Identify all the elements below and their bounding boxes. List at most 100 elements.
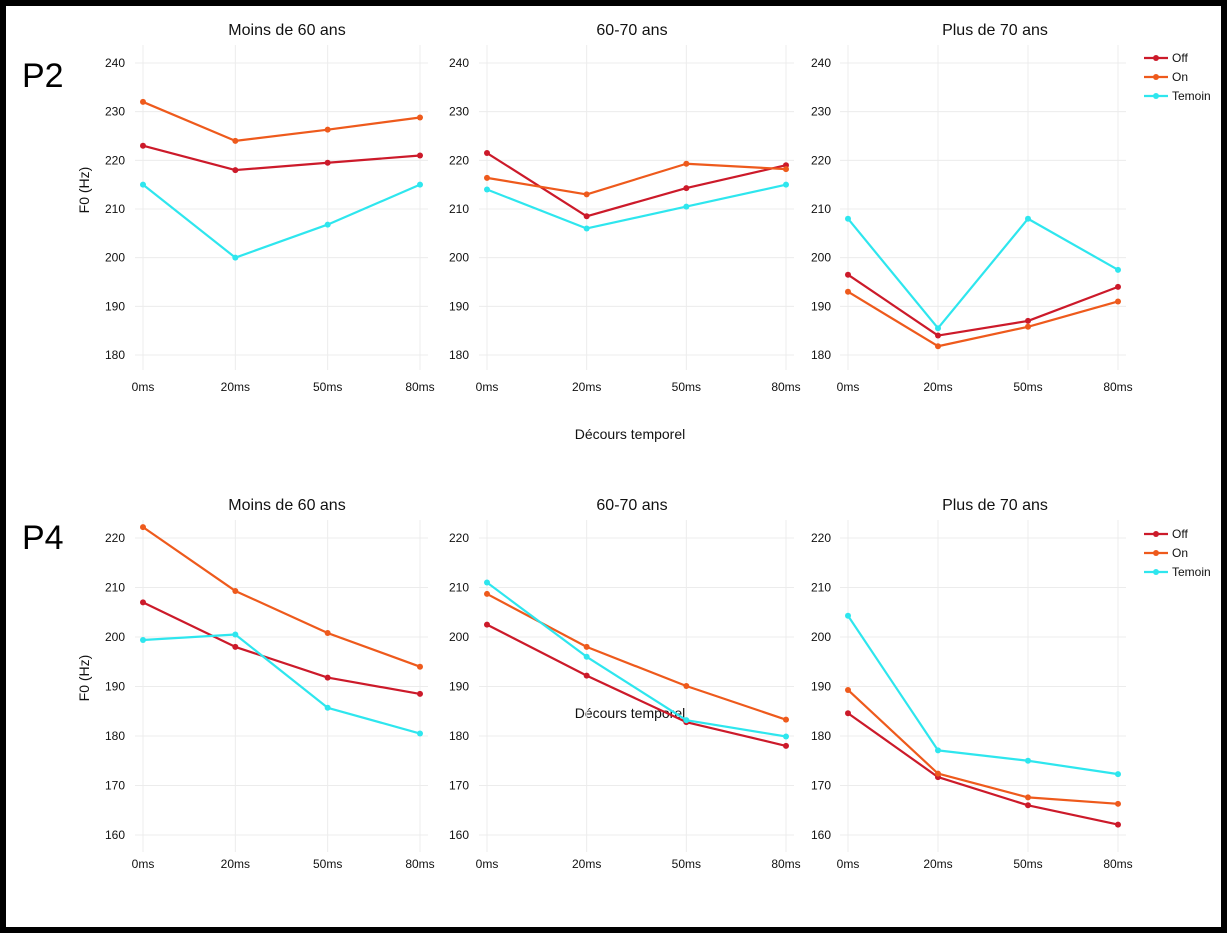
series-line-temoin bbox=[142, 183, 421, 259]
x-tick-label: 20ms bbox=[221, 380, 250, 394]
y-tick-label: 220 bbox=[449, 153, 469, 167]
y-tick-label: 180 bbox=[449, 729, 469, 743]
data-point-on bbox=[324, 126, 331, 133]
data-point-temoin bbox=[484, 186, 490, 193]
data-point-temoin bbox=[232, 631, 239, 638]
y-tick-label: 220 bbox=[105, 153, 125, 167]
figure-svg: 180 190 200 210 220 230 240 0ms 20ms 50ms 80ms Moin… bbox=[22, 22, 1211, 871]
data-point-temoin bbox=[324, 221, 331, 228]
y-axis-label: F0 (Hz) bbox=[76, 655, 92, 702]
data-point-temoin bbox=[783, 733, 789, 740]
y-tick-label: 180 bbox=[449, 348, 469, 362]
x-tick-label: 0ms bbox=[837, 380, 860, 394]
legend-marker-on bbox=[1153, 74, 1159, 80]
data-point-temoin bbox=[417, 730, 423, 737]
series-line-off bbox=[486, 623, 787, 747]
data-point-on bbox=[324, 630, 331, 637]
data-point-off bbox=[1115, 283, 1121, 290]
data-point-temoin bbox=[583, 653, 590, 660]
y-tick-label: 220 bbox=[811, 153, 831, 167]
y-tick-label: 200 bbox=[811, 630, 831, 644]
y-tick-label: 200 bbox=[449, 630, 469, 644]
data-point-off bbox=[324, 159, 331, 166]
series-line-off bbox=[847, 273, 1119, 337]
series-line-off bbox=[142, 144, 421, 172]
x-tick-label: 50ms bbox=[1013, 857, 1042, 871]
data-point-off bbox=[484, 621, 490, 628]
data-point-temoin bbox=[845, 612, 851, 619]
data-point-off bbox=[232, 167, 239, 174]
data-point-temoin bbox=[683, 717, 690, 724]
series-line-off bbox=[142, 601, 421, 696]
data-point-temoin bbox=[783, 181, 789, 188]
data-point-off bbox=[1025, 802, 1031, 809]
panel-title: Plus de 70 ans bbox=[942, 22, 1048, 39]
data-point-temoin bbox=[1115, 771, 1121, 778]
data-point-on bbox=[1115, 800, 1121, 807]
series-line-off bbox=[486, 152, 787, 218]
series-line-temoin bbox=[142, 633, 421, 735]
x-tick-label: 50ms bbox=[672, 380, 701, 394]
series-line-temoin bbox=[847, 615, 1119, 776]
data-point-on bbox=[484, 174, 490, 181]
data-point-on bbox=[683, 160, 690, 167]
data-point-temoin bbox=[1115, 266, 1121, 273]
x-tick-label: 0ms bbox=[132, 380, 155, 394]
y-tick-label: 200 bbox=[449, 251, 469, 265]
y-tick-label: 200 bbox=[105, 630, 125, 644]
legend-label-off: Off bbox=[1172, 527, 1188, 541]
data-point-temoin bbox=[140, 636, 146, 643]
data-point-on bbox=[417, 663, 423, 670]
legend-marker-temoin bbox=[1153, 569, 1159, 575]
y-tick-label: 210 bbox=[105, 202, 125, 216]
x-tick-label: 50ms bbox=[313, 857, 342, 871]
legend-marker-off bbox=[1153, 55, 1159, 61]
data-point-on bbox=[140, 524, 146, 531]
y-tick-label: 170 bbox=[811, 779, 831, 793]
data-point-on bbox=[140, 98, 146, 105]
y-tick-label: 220 bbox=[449, 531, 469, 545]
legend-label-off: Off bbox=[1172, 51, 1188, 65]
data-point-off bbox=[140, 142, 146, 149]
series-line-off bbox=[847, 712, 1119, 826]
data-point-on bbox=[583, 191, 590, 198]
data-point-on bbox=[935, 770, 941, 777]
data-point-off bbox=[783, 742, 789, 749]
x-tick-label: 80ms bbox=[771, 380, 800, 394]
data-point-on bbox=[845, 686, 851, 693]
data-point-temoin bbox=[935, 747, 941, 754]
y-tick-label: 230 bbox=[811, 105, 831, 119]
data-point-temoin bbox=[232, 254, 239, 261]
y-tick-label: 160 bbox=[105, 828, 125, 842]
y-tick-label: 200 bbox=[105, 251, 125, 265]
x-tick-label: 50ms bbox=[1013, 380, 1042, 394]
y-tick-label: 240 bbox=[449, 56, 469, 70]
legend-label-temoin: Temoin bbox=[1172, 89, 1211, 103]
data-point-on bbox=[783, 716, 789, 723]
y-tick-label: 220 bbox=[811, 531, 831, 545]
x-tick-label: 50ms bbox=[672, 857, 701, 871]
panel-title: Moins de 60 ans bbox=[228, 22, 345, 39]
y-tick-label: 180 bbox=[105, 348, 125, 362]
y-tick-label: 160 bbox=[449, 828, 469, 842]
x-tick-label: 0ms bbox=[476, 857, 499, 871]
y-tick-label: 200 bbox=[811, 251, 831, 265]
x-tick-label: 80ms bbox=[405, 380, 434, 394]
legend-label-on: On bbox=[1172, 546, 1188, 560]
data-point-on bbox=[232, 137, 239, 144]
series-line-on bbox=[142, 100, 421, 142]
data-point-temoin bbox=[583, 225, 590, 232]
data-point-on bbox=[1025, 323, 1031, 330]
legend-label-on: On bbox=[1172, 70, 1188, 84]
panel-title: 60-70 ans bbox=[596, 22, 667, 39]
data-point-off bbox=[583, 213, 590, 220]
x-tick-label: 80ms bbox=[1103, 380, 1132, 394]
data-point-off bbox=[232, 643, 239, 650]
data-point-on bbox=[783, 166, 789, 173]
data-point-temoin bbox=[324, 704, 331, 711]
y-tick-label: 210 bbox=[811, 202, 831, 216]
data-point-on bbox=[232, 587, 239, 594]
data-point-on bbox=[845, 288, 851, 295]
legend-marker-off bbox=[1153, 531, 1159, 537]
